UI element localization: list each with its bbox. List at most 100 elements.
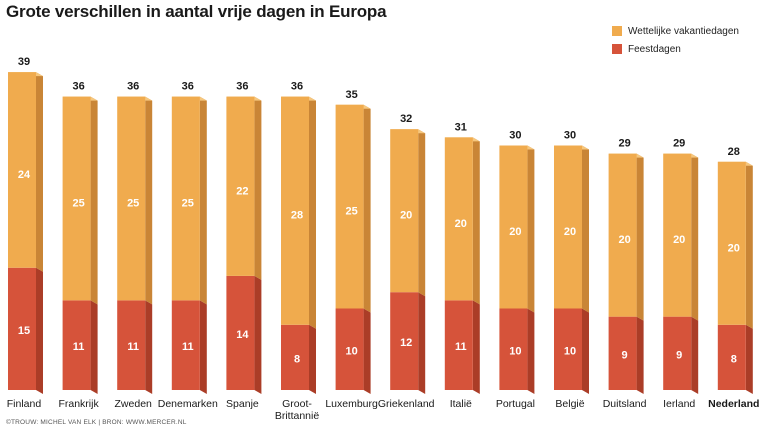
bar-vacation bbox=[499, 145, 528, 309]
bar-side-vacation bbox=[90, 96, 98, 305]
bar-side-holidays bbox=[254, 275, 262, 394]
category-label: Italië bbox=[450, 398, 472, 410]
bar-vacation bbox=[226, 96, 255, 276]
bar-side-holidays bbox=[745, 324, 753, 394]
bar-holidays bbox=[444, 300, 473, 390]
bar-holidays bbox=[62, 300, 91, 390]
data-label-total: 39 bbox=[18, 56, 30, 68]
data-label-vacation: 20 bbox=[728, 242, 740, 254]
data-label-holidays: 14 bbox=[236, 329, 249, 341]
data-label-total: 36 bbox=[72, 81, 84, 93]
category-label: Nederland bbox=[708, 398, 759, 410]
data-label-holidays: 15 bbox=[18, 325, 30, 337]
category-label: Groot- bbox=[282, 398, 312, 410]
bar-side-holidays bbox=[90, 300, 98, 394]
bar-side-vacation bbox=[636, 153, 644, 321]
data-label-holidays: 11 bbox=[455, 341, 467, 353]
bar-side-vacation bbox=[745, 161, 753, 329]
bar-side-holidays bbox=[145, 300, 153, 394]
bar-side-holidays bbox=[527, 308, 535, 394]
category-label: Duitsland bbox=[603, 398, 647, 410]
data-label-total: 28 bbox=[728, 146, 740, 158]
bar-holidays bbox=[554, 308, 582, 390]
bar-side-vacation bbox=[582, 145, 589, 313]
bar-side-holidays bbox=[363, 308, 371, 394]
source-credit: ©TROUW: MICHEL VAN ELK | BRON: WWW.MERCE… bbox=[6, 419, 187, 426]
bar-vacation bbox=[8, 72, 36, 268]
data-label-total: 36 bbox=[127, 81, 139, 93]
data-label-total: 35 bbox=[345, 89, 357, 101]
data-label-holidays: 11 bbox=[127, 341, 139, 353]
bar-side-vacation bbox=[199, 96, 207, 305]
legend-item-vacation: Wettelijke vakantiedagen bbox=[612, 24, 739, 38]
bar-vacation bbox=[390, 129, 419, 293]
data-label-total: 36 bbox=[291, 81, 303, 93]
bar-vacation bbox=[171, 96, 200, 301]
legend-swatch-holidays bbox=[612, 44, 622, 54]
chart-title: Grote verschillen in aantal vrije dagen … bbox=[6, 2, 387, 21]
data-label-holidays: 9 bbox=[676, 349, 682, 361]
legend-item-holidays: Feestdagen bbox=[612, 42, 681, 56]
data-label-total: 30 bbox=[509, 130, 521, 142]
bar-holidays bbox=[226, 275, 255, 390]
bar-side-vacation bbox=[254, 96, 262, 280]
bar-side-vacation bbox=[527, 145, 535, 313]
bar-side-vacation bbox=[418, 129, 426, 297]
data-label-holidays: 8 bbox=[731, 353, 737, 365]
legend-swatch-vacation bbox=[612, 26, 622, 36]
bar-side-holidays bbox=[582, 308, 589, 394]
data-label-vacation: 28 bbox=[291, 210, 303, 222]
data-label-holidays: 10 bbox=[509, 345, 521, 357]
data-label-holidays: 11 bbox=[182, 341, 194, 353]
category-label: Finland bbox=[7, 398, 42, 410]
data-label-vacation: 20 bbox=[509, 226, 521, 238]
bar-holidays bbox=[335, 308, 364, 390]
data-label-vacation: 25 bbox=[127, 197, 139, 209]
data-label-vacation: 25 bbox=[182, 197, 194, 209]
bar-vacation bbox=[608, 153, 637, 317]
bar-side-vacation bbox=[145, 96, 153, 305]
bar-side-holidays bbox=[309, 324, 316, 394]
data-label-vacation: 20 bbox=[673, 234, 685, 246]
category-label: België bbox=[555, 398, 584, 410]
bar-vacation bbox=[444, 137, 473, 301]
category-label: Griekenland bbox=[378, 398, 435, 410]
category-label: Spanje bbox=[226, 398, 259, 410]
bar-side-holidays bbox=[472, 300, 480, 394]
bar-vacation bbox=[117, 96, 146, 301]
category-label: Portugal bbox=[496, 398, 535, 410]
data-label-vacation: 20 bbox=[400, 210, 412, 222]
category-label: Ierland bbox=[663, 398, 695, 410]
data-label-holidays: 10 bbox=[564, 345, 576, 357]
category-label: Denemarken bbox=[158, 398, 218, 410]
bar-vacation bbox=[62, 96, 91, 301]
bar-vacation bbox=[281, 96, 309, 325]
category-label: Frankrijk bbox=[58, 398, 99, 410]
bar-side-vacation bbox=[472, 137, 480, 305]
bar-side-holidays bbox=[36, 267, 43, 394]
category-label: Brittannië bbox=[275, 410, 320, 422]
data-label-vacation: 22 bbox=[236, 185, 248, 197]
bar-holidays bbox=[8, 267, 36, 390]
bar-side-holidays bbox=[691, 316, 699, 394]
data-label-vacation: 20 bbox=[564, 226, 576, 238]
bar-vacation bbox=[335, 104, 364, 309]
bar-holidays bbox=[117, 300, 146, 390]
bar-holidays bbox=[717, 324, 746, 390]
data-label-holidays: 9 bbox=[622, 349, 628, 361]
bar-side-holidays bbox=[199, 300, 207, 394]
bar-vacation bbox=[554, 145, 582, 309]
bar-side-vacation bbox=[363, 104, 371, 313]
bar-side-vacation bbox=[691, 153, 699, 321]
bar-holidays bbox=[281, 324, 309, 390]
bar-side-vacation bbox=[36, 72, 43, 272]
category-label: Luxemburg bbox=[325, 398, 378, 410]
data-label-vacation: 20 bbox=[455, 218, 467, 230]
data-label-vacation: 24 bbox=[18, 169, 31, 181]
data-label-holidays: 12 bbox=[400, 337, 412, 349]
bar-holidays bbox=[663, 316, 692, 390]
data-label-vacation: 20 bbox=[618, 234, 630, 246]
data-label-total: 36 bbox=[182, 81, 194, 93]
